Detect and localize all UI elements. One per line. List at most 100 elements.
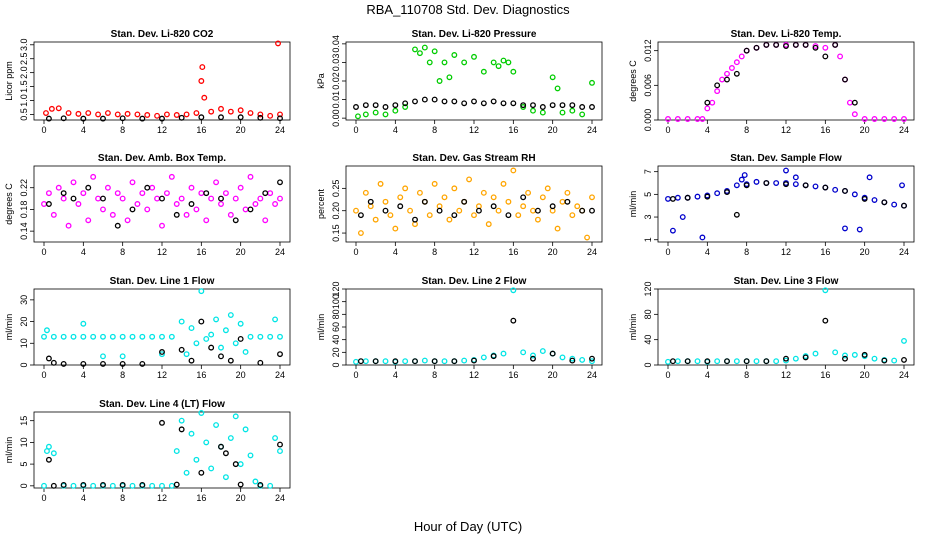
data-point	[100, 206, 106, 213]
data-point	[694, 358, 701, 365]
plot-frame	[33, 411, 291, 489]
data-point	[70, 482, 77, 489]
data-point	[208, 344, 215, 351]
data-point	[728, 65, 735, 71]
data-point	[193, 206, 200, 213]
x-tick-label: 8	[120, 125, 125, 135]
data-point	[709, 99, 716, 106]
series-0	[41, 410, 283, 489]
data-point	[792, 174, 799, 181]
data-point	[60, 482, 67, 488]
data-point	[490, 203, 497, 210]
series-1	[45, 318, 283, 367]
data-point	[520, 203, 527, 210]
data-point	[213, 179, 220, 186]
data-point	[45, 355, 52, 362]
data-point	[242, 349, 249, 355]
data-point	[129, 206, 136, 213]
x-tick-label: 24	[275, 125, 285, 135]
panel: Stan. Dev. Gas Stream RH 0 4 8 12 16 20 24 0.15 0…	[316, 153, 603, 257]
panel-title: Stan. Dev. Line 1 Flow	[110, 276, 215, 287]
data-point	[397, 203, 404, 210]
data-point	[714, 358, 721, 365]
data-point	[134, 111, 141, 118]
data-point	[669, 227, 676, 234]
series-1	[669, 180, 907, 218]
data-point	[247, 110, 254, 116]
data-point	[60, 190, 67, 197]
data-point	[549, 203, 556, 210]
data-point	[520, 102, 527, 109]
series-0	[41, 173, 283, 229]
panel-title: Stan. Dev. Sample Flow	[730, 153, 842, 164]
x-tick-label: 12	[157, 247, 167, 257]
data-point	[500, 180, 507, 187]
y-tick-label: 1	[643, 237, 653, 242]
x-tick-label: 4	[393, 125, 398, 135]
data-point	[45, 190, 52, 197]
data-point	[173, 211, 180, 218]
y-tick-label: 2.0	[19, 66, 29, 79]
x-tick-label: 16	[820, 247, 830, 257]
data-point	[227, 435, 234, 442]
data-point	[277, 111, 283, 118]
data-point	[842, 76, 848, 83]
data-point	[753, 358, 760, 365]
data-point	[901, 116, 907, 122]
data-point	[539, 109, 546, 116]
data-point	[277, 333, 283, 340]
data-point	[163, 111, 170, 118]
data-point	[208, 331, 215, 338]
data-point	[783, 355, 789, 362]
data-point	[471, 212, 477, 219]
data-point	[669, 195, 676, 202]
y-tick-label: 0.00	[331, 109, 341, 127]
x-tick-label: 20	[548, 247, 558, 257]
data-point	[203, 217, 210, 224]
data-point	[168, 482, 175, 489]
data-point	[431, 358, 438, 365]
x-tick-label: 12	[781, 370, 791, 380]
data-point	[267, 112, 274, 119]
data-point	[881, 357, 888, 364]
data-point	[199, 64, 206, 71]
data-point	[500, 57, 507, 64]
series-0	[355, 44, 595, 120]
data-point	[119, 482, 126, 488]
data-point	[861, 351, 868, 358]
data-point	[70, 195, 77, 202]
data-point	[382, 104, 389, 110]
data-point	[377, 180, 384, 187]
series-1	[357, 317, 595, 365]
data-point	[227, 357, 234, 364]
data-point	[554, 225, 561, 232]
y-tick-label: 15	[19, 416, 29, 426]
y-axis-label: degrees C	[628, 60, 638, 102]
data-point	[431, 180, 438, 187]
data-point	[812, 183, 819, 190]
panel-title: Stan. Dev. Line 2 Flow	[422, 276, 527, 287]
data-point	[70, 179, 77, 186]
data-point	[753, 44, 760, 51]
data-point	[183, 351, 190, 358]
data-point	[881, 116, 888, 122]
data-point	[382, 111, 389, 118]
data-point	[792, 355, 799, 362]
y-tick-label: 0.15	[331, 224, 341, 242]
data-point	[861, 116, 868, 122]
data-point	[842, 188, 848, 194]
data-point	[218, 201, 224, 207]
data-point	[480, 354, 487, 361]
data-point	[178, 318, 185, 325]
x-tick-label: 24	[899, 247, 909, 257]
data-point	[144, 184, 151, 191]
data-point	[792, 181, 799, 188]
data-point	[362, 189, 369, 196]
data-point	[822, 53, 829, 60]
data-point	[247, 206, 254, 213]
data-point	[520, 104, 527, 110]
data-point	[257, 482, 264, 488]
data-point	[277, 351, 283, 358]
data-point	[90, 173, 97, 180]
x-tick-label: 20	[548, 125, 558, 135]
